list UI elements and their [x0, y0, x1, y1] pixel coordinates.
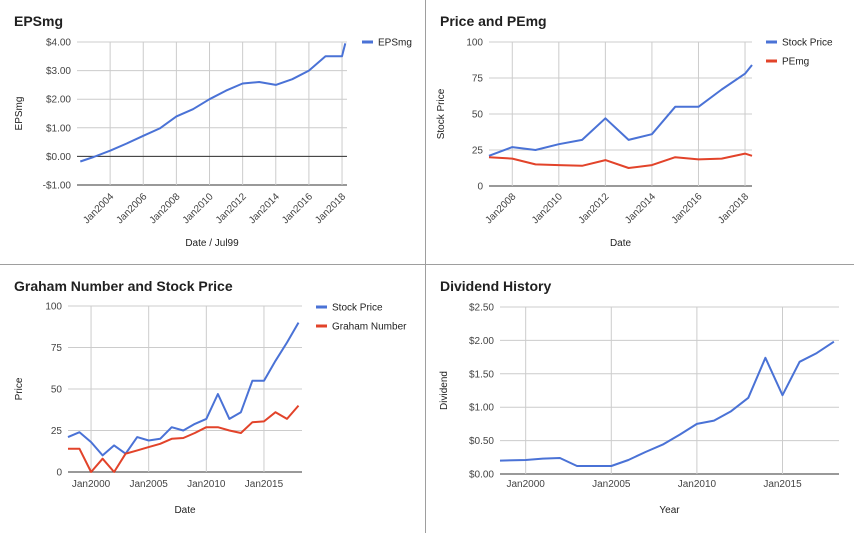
y-tick-label: $3.00	[46, 66, 71, 77]
x-tick-label: Jan2016	[670, 191, 705, 226]
y-tick-label: $2.00	[46, 95, 71, 106]
legend-swatch	[766, 40, 777, 44]
price-pe-chart-panel: Price and PEmg 0 25 50 75 100 Jan2008 Jan2010 Ja…	[426, 0, 854, 265]
dividend-chart-panel: Dividend History $0.00 $0.50 $1.00 $1.50 $2.0…	[426, 265, 854, 533]
y-tick-label: 100	[466, 38, 483, 49]
y-tick-label: 50	[51, 385, 63, 396]
y-tick-label: $0.00	[46, 152, 71, 163]
eps-chart: EPSmg -$1.00 $0.00 $1.00 $2.00 $3.00 $4.00 Jan2…	[14, 13, 412, 249]
x-tick-label: Jan2018	[716, 191, 751, 226]
y-tick-label: $2.00	[469, 336, 494, 347]
y-axis-title: EPSmg	[14, 97, 25, 131]
y-tick-label: $1.00	[469, 403, 494, 414]
y-tick-label: 0	[56, 468, 62, 479]
y-axis-title: Stock Price	[436, 88, 447, 139]
x-tick-label: Jan2004	[81, 191, 116, 226]
y-tick-label: -$1.00	[43, 181, 72, 192]
y-tick-label: 50	[472, 110, 484, 121]
y-tick-label: 25	[51, 426, 63, 437]
eps-chart-panel: EPSmg -$1.00 $0.00 $1.00 $2.00 $3.00 $4.00 Jan2…	[0, 0, 426, 265]
x-axis-title: Date / Jul99	[185, 238, 239, 249]
y-tick-label: 100	[45, 302, 62, 313]
x-tick-label: Jan2012	[214, 191, 249, 226]
legend-label: Stock Price	[332, 303, 383, 314]
chart-title: Dividend History	[440, 278, 551, 294]
series-line-pemg	[488, 152, 753, 169]
legend-label: Graham Number	[332, 322, 407, 333]
x-tick-label: Jan2015	[245, 479, 284, 490]
x-tick-label: Jan2010	[181, 191, 216, 226]
x-tick-label: Jan2005	[130, 479, 169, 490]
y-tick-label: 75	[51, 343, 63, 354]
series-line-dividend	[499, 340, 835, 467]
legend-swatch	[362, 40, 373, 44]
y-tick-label: 75	[472, 74, 484, 85]
x-tick-label: Jan2000	[72, 479, 111, 490]
x-tick-label: Jan2005	[592, 479, 631, 490]
chart-title: Price and PEmg	[440, 13, 547, 29]
x-axis-title: Year	[659, 505, 680, 516]
x-tick-label: Jan2010	[678, 479, 717, 490]
y-tick-label: $2.50	[469, 303, 494, 314]
x-tick-label: Jan2014	[247, 191, 282, 226]
x-tick-label: Jan2016	[280, 191, 315, 226]
y-axis-title: Price	[14, 377, 25, 400]
x-tick-label: Jan2014	[623, 191, 658, 226]
x-tick-label: Jan2018	[313, 191, 348, 226]
x-tick-label: Jan2015	[763, 479, 802, 490]
dividend-chart: Dividend History $0.00 $0.50 $1.00 $1.50 $2.0…	[439, 278, 839, 516]
legend-label: EPSmg	[378, 38, 412, 49]
x-tick-label: Jan2012	[577, 191, 612, 226]
x-tick-label: Jan2010	[530, 191, 565, 226]
series-line-stock-price	[488, 64, 753, 157]
y-tick-label: $1.50	[469, 369, 494, 380]
graham-chart: Graham Number and Stock Price 0 25 50 75 100 J…	[14, 278, 407, 516]
y-axis-title: Dividend	[439, 371, 450, 410]
y-tick-label: $0.50	[469, 436, 494, 447]
x-axis-title: Date	[174, 505, 196, 516]
x-tick-label: Jan2006	[114, 191, 149, 226]
x-tick-label: Jan2008	[483, 191, 518, 226]
x-tick-label: Jan2000	[506, 479, 545, 490]
y-tick-label: 0	[477, 182, 483, 193]
y-tick-label: $0.00	[469, 470, 494, 481]
legend-label: PEmg	[782, 57, 809, 68]
legend-swatch	[766, 59, 777, 63]
y-tick-label: $4.00	[46, 38, 71, 49]
x-tick-label: Jan2010	[187, 479, 226, 490]
legend-swatch	[316, 305, 327, 309]
x-axis-title: Date	[610, 238, 632, 249]
price-pe-chart: Price and PEmg 0 25 50 75 100 Jan2008 Jan2010 Ja…	[436, 13, 833, 249]
y-tick-label: 25	[472, 146, 484, 157]
chart-title: Graham Number and Stock Price	[14, 278, 233, 294]
legend-label: Stock Price	[782, 38, 833, 49]
series-line-epsmg	[79, 43, 347, 163]
y-tick-label: $1.00	[46, 123, 71, 134]
graham-chart-panel: Graham Number and Stock Price 0 25 50 75 100 J…	[0, 265, 426, 533]
x-tick-label: Jan2008	[148, 191, 183, 226]
legend-swatch	[316, 324, 327, 328]
chart-title: EPSmg	[14, 13, 63, 29]
